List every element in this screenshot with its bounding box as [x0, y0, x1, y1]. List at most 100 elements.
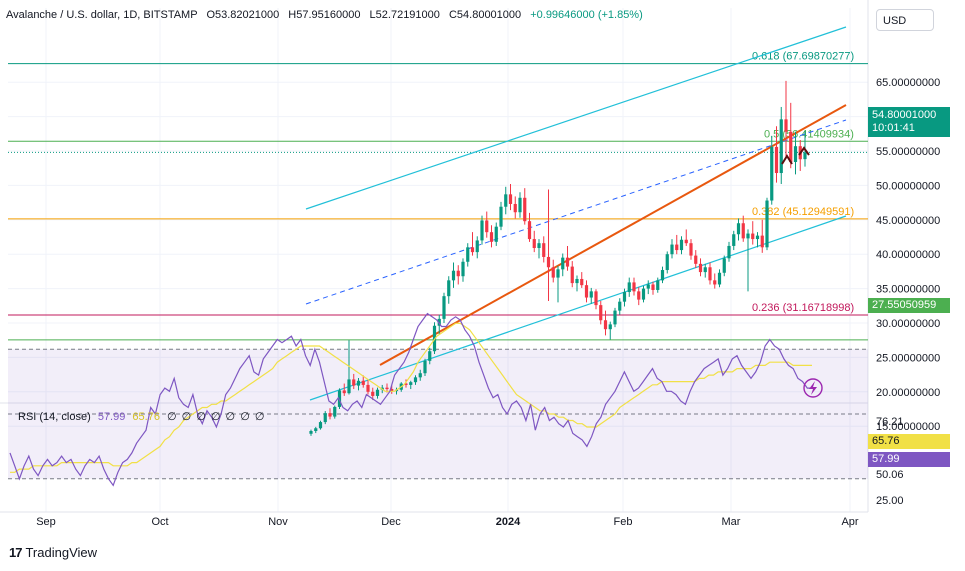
candle-body [670, 244, 674, 255]
candle-body [546, 256, 551, 268]
last-price-tag: 54.80001000 10:01:41 [868, 107, 950, 137]
candle-body [665, 254, 669, 271]
candle-body [537, 243, 541, 249]
price-axis-label: 45.00000000 [876, 215, 940, 227]
candle-body [779, 119, 783, 174]
rsi-value: 57.99 [97, 411, 126, 423]
currency-button[interactable]: USD [876, 9, 934, 31]
lightning-icon-bolt [809, 381, 817, 395]
candle-body [518, 197, 522, 213]
candle-body [770, 146, 774, 201]
candle-body [684, 239, 688, 244]
candle-body [660, 270, 665, 281]
candle-body [504, 194, 508, 207]
candle-body [371, 391, 375, 396]
rsi-line [9, 312, 812, 487]
candle-body [489, 232, 494, 242]
candle-body [314, 428, 318, 432]
time-axis-label: 2024 [496, 516, 521, 528]
candle-body [656, 280, 660, 290]
candle-body [318, 422, 323, 429]
rsi-axis-label: 50.06 [876, 469, 904, 481]
price-axis-label: 65.00000000 [876, 77, 940, 89]
lightning-icon[interactable] [803, 378, 823, 398]
candle-body [527, 221, 532, 240]
tradingview-logo[interactable]: 17 TradingView [9, 545, 97, 560]
candle-body [613, 310, 617, 325]
candle-body [523, 197, 527, 222]
candle-body [418, 373, 422, 378]
candle-body [390, 389, 394, 392]
time-axis: Sep Oct Nov Dec 2024 Feb Mar Apr [36, 516, 859, 528]
candle-body [337, 390, 342, 407]
candle-body [361, 380, 365, 385]
candle-body [309, 431, 313, 434]
candle-body [793, 146, 798, 163]
candle-body [765, 200, 769, 248]
candle-body [618, 301, 622, 311]
candle-body [589, 291, 593, 298]
price-axis-label: 30.00000000 [876, 318, 940, 330]
candle-body [803, 152, 807, 160]
time-axis-label: Sep [36, 516, 56, 528]
candle-body [494, 226, 498, 242]
candle-body [689, 243, 693, 256]
trendline [379, 104, 847, 366]
candle-body [409, 382, 413, 385]
candle-body [789, 131, 793, 163]
price-axis-label: 15.00000000 [876, 421, 940, 433]
candle-body [584, 285, 589, 298]
candle-body [470, 247, 475, 253]
time-axis-label: Dec [381, 516, 401, 528]
candle-body [499, 206, 503, 227]
candle-body [679, 239, 684, 251]
bar-countdown: 10:01:41 [872, 122, 915, 134]
price-axis-label: 35.00000000 [876, 284, 940, 296]
candle-body [575, 278, 579, 284]
candle-body [722, 258, 726, 273]
time-axis-label: Apr [841, 516, 858, 528]
candle-body [774, 146, 779, 174]
candle-body [713, 280, 717, 285]
candle-body [356, 380, 361, 386]
candle-body [423, 360, 427, 374]
candle-body [323, 413, 327, 423]
candle-body [580, 278, 584, 286]
drawing-overlays: 0.618 (67.69870277) 0.5 (56.41409934) 0.38… [8, 26, 868, 401]
candle-body [513, 203, 517, 213]
candle-body [342, 390, 346, 394]
candle-body [375, 389, 380, 396]
candle-body [485, 220, 489, 233]
candle-body [603, 320, 608, 330]
fib-level-label: 0.236 (31.16718998) [752, 302, 854, 314]
candle-body [565, 257, 570, 267]
rsi-value-tag: 57.99 [868, 452, 950, 467]
candle-body [675, 244, 679, 251]
rsi-ma-line [10, 322, 812, 473]
candle-body [347, 379, 351, 394]
price-axis-label: 25.00000000 [876, 352, 940, 364]
candle-body [727, 245, 731, 259]
candle-body [561, 257, 565, 270]
rsi-extras: ∅ ∅ ∅ ∅ ∅ ∅ ∅ [167, 411, 266, 423]
candle-body [556, 269, 560, 278]
candle-body [641, 288, 646, 300]
candle-body [352, 379, 356, 386]
chart-markers [781, 146, 823, 398]
candle-body [708, 267, 712, 281]
rsi-axis-label: 76.21 [876, 416, 904, 428]
candle-body [413, 377, 418, 383]
candle-body [475, 240, 479, 253]
branding-text: TradingView [25, 545, 98, 560]
rsi-axis-label: 25.00 [876, 495, 904, 507]
ohlc-high: H57.95160000 [288, 9, 361, 21]
candle-body [599, 305, 603, 321]
candle-body [508, 194, 513, 204]
symbol-title[interactable]: Avalanche / U.S. dollar, 1D, BITSTAMP [6, 9, 198, 21]
candle-body [746, 233, 750, 239]
rsi-label[interactable]: RSI (14, close) [18, 411, 91, 423]
candle-body [451, 270, 456, 281]
candle-body [542, 243, 546, 257]
candle-body [551, 267, 555, 278]
